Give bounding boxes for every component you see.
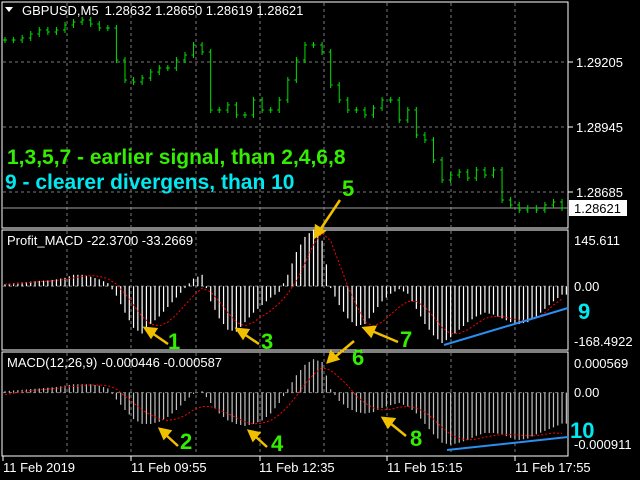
arrow-8 [389, 422, 407, 437]
indicator-axis-label: 0.00 [574, 279, 599, 294]
label-3: 3 [261, 329, 273, 354]
symbol-title: GBPUSD,M5 1.28632 1.28650 1.28619 1.28621 [22, 3, 303, 18]
current-price-box [569, 200, 627, 216]
time-label: 11 Feb 2019 [3, 460, 75, 475]
time-axis: 11 Feb 2019 11 Feb 09:55 11 Feb 12:35 11… [2, 456, 591, 475]
label-1: 1 [168, 329, 180, 354]
label-6: 6 [352, 345, 364, 370]
current-price-label: 1.28621 [574, 201, 621, 216]
grid [3, 3, 568, 456]
time-label: 11 Feb 09:55 [131, 460, 207, 475]
price-label: 1.29205 [576, 55, 623, 70]
arrow-5 [318, 199, 342, 231]
arrow-5-head [313, 223, 327, 240]
signal-line [4, 232, 563, 335]
arrow-6-head [326, 349, 341, 364]
price-label: 1.28945 [576, 120, 623, 135]
price-label: 1.28685 [576, 185, 623, 200]
price-bars [3, 17, 565, 213]
indicator-axis-label: 0.000569 [574, 356, 628, 371]
label-7: 7 [400, 327, 412, 352]
arrows [142, 199, 407, 448]
time-label: 11 Feb 15:15 [387, 460, 463, 475]
arrow-3-head [234, 327, 251, 341]
profit-macd-pane[interactable] [1, 229, 569, 351]
label-8: 8 [410, 426, 422, 451]
arrow-1-head [142, 326, 159, 340]
annotation-clearer-divergence: 9 - clearer divergens, than 10 [5, 171, 294, 194]
macd-title: MACD(12,26,9) -0.000446 -0.000587 [7, 355, 222, 370]
arrow-2 [165, 434, 179, 447]
macd-pane[interactable] [1, 351, 569, 457]
label-10: 10 [570, 418, 594, 443]
indicator-axis-label: 145.611 [574, 233, 620, 248]
signal-line [4, 366, 563, 441]
label-5: 5 [342, 176, 354, 201]
macd-series [3, 359, 568, 445]
label-9: 9 [578, 299, 590, 324]
arrow-6 [334, 340, 355, 358]
annotation-earlier-signal: 1,3,5,7 - earlier signal, than 2,4,6,8 [7, 146, 346, 169]
divergence-line-10 [446, 436, 569, 451]
main-pane[interactable] [1, 1, 569, 229]
profit-macd-series [3, 229, 568, 343]
arrow-7 [371, 329, 399, 344]
time-label: 11 Feb 12:35 [259, 460, 335, 475]
arrow-7-head [361, 325, 378, 339]
indicator-axis-label: -0.000911 [574, 437, 632, 452]
indicator-axis-label: 0.00 [574, 385, 599, 400]
indicator-axis-label: -168.4922 [574, 334, 633, 349]
arrow-8-head [380, 416, 397, 430]
arrow-4 [255, 436, 268, 448]
arrow-2-head [157, 427, 173, 441]
arrow-1 [151, 331, 169, 346]
arrow-4-head [246, 429, 262, 443]
label-4: 4 [271, 431, 284, 456]
arrow-3 [243, 332, 260, 346]
time-label: 11 Feb 17:55 [515, 460, 591, 475]
label-2: 2 [180, 429, 192, 454]
triangle-down-icon[interactable] [5, 7, 13, 12]
divergence-line-9 [443, 307, 569, 346]
profit-macd-title: Profit_MACD -22.3700 -33.2669 [7, 233, 193, 248]
